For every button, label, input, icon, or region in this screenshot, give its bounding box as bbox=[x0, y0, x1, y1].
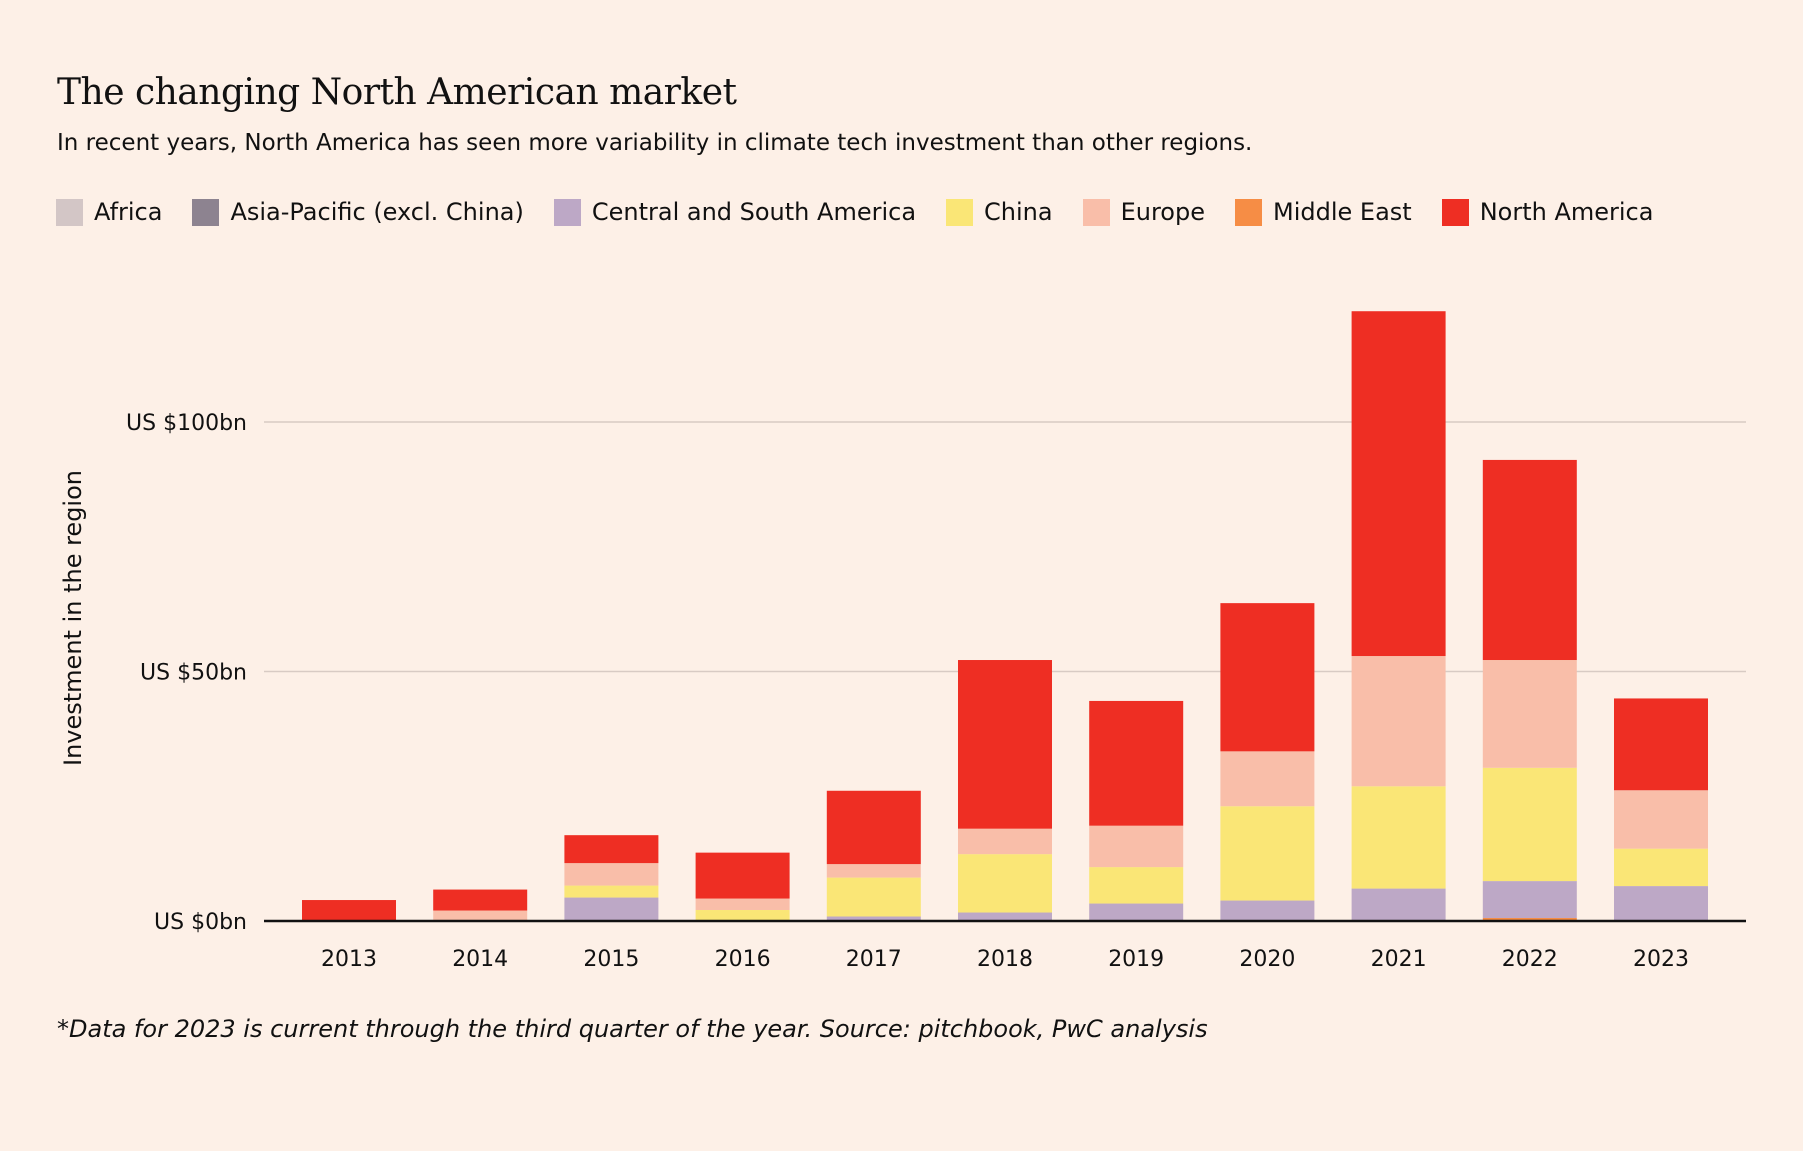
bar-segment-north-america-2015 bbox=[564, 835, 659, 864]
bar-segment-china-2017 bbox=[826, 877, 921, 917]
legend-item-middle-east: Middle East bbox=[1235, 198, 1412, 226]
bar-segment-north-america-2014 bbox=[433, 889, 528, 911]
x-tick-label: 2019 bbox=[1108, 947, 1164, 972]
bar-stack-2017 bbox=[826, 790, 921, 921]
x-tick-label: 2022 bbox=[1502, 947, 1558, 972]
bar-segment-north-america-2019 bbox=[1089, 700, 1184, 826]
legend-item-china: China bbox=[946, 198, 1053, 226]
legend-label-middle-east: Middle East bbox=[1273, 198, 1412, 226]
bar-segment-europe-2017 bbox=[826, 864, 921, 878]
y-tick-labels: US $0bn US $50bn US $100bn bbox=[126, 411, 247, 935]
bar-segment-central-and-south-america-2018 bbox=[958, 912, 1052, 921]
footnote: *Data for 2023 is current through the th… bbox=[57, 1015, 1208, 1043]
bar-segment-china-2020 bbox=[1220, 806, 1315, 901]
bar-stack-2013 bbox=[302, 900, 396, 921]
bar-segment-europe-2023 bbox=[1614, 790, 1708, 849]
bar-segment-central-and-south-america-2021 bbox=[1351, 888, 1446, 921]
x-tick-label: 2014 bbox=[452, 947, 508, 972]
legend-item-europe: Europe bbox=[1082, 198, 1205, 226]
bar-segment-china-2021 bbox=[1351, 786, 1446, 889]
bar-stack-2015 bbox=[564, 835, 659, 921]
legend-swatch-north-america bbox=[1441, 198, 1469, 226]
bar-segment-central-and-south-america-2017 bbox=[826, 916, 921, 921]
bar-stack-2020 bbox=[1220, 603, 1315, 921]
bar-segment-middle-east-2022 bbox=[1482, 918, 1577, 921]
x-tick-label: 2018 bbox=[977, 947, 1033, 972]
legend-swatch-europe bbox=[1082, 198, 1110, 226]
bar-segment-central-and-south-america-2019 bbox=[1089, 903, 1184, 921]
bar-stack-2022 bbox=[1482, 459, 1577, 921]
bar-segment-europe-2020 bbox=[1220, 751, 1315, 807]
chart-subtitle: In recent years, North America has seen … bbox=[57, 130, 1253, 156]
bar-segment-europe-2015 bbox=[564, 863, 659, 886]
bar-segment-china-2019 bbox=[1089, 867, 1184, 904]
bar-segment-china-2016 bbox=[695, 910, 790, 921]
bar-stack-2021 bbox=[1351, 311, 1446, 921]
bar-segment-north-america-2017 bbox=[826, 790, 921, 865]
bar-segment-north-america-2016 bbox=[695, 852, 790, 899]
bar-segment-china-2018 bbox=[958, 854, 1052, 913]
legend-label-asia-pacific: Asia-Pacific (excl. China) bbox=[230, 198, 524, 226]
bar-stack-2019 bbox=[1089, 700, 1184, 921]
bar-segment-europe-2019 bbox=[1089, 825, 1184, 868]
legend-item-asia-pacific: Asia-Pacific (excl. China) bbox=[192, 198, 524, 226]
legend-swatch-middle-east bbox=[1235, 198, 1262, 226]
legend-label-north-america: North America bbox=[1479, 198, 1654, 226]
x-tick-label: 2015 bbox=[583, 947, 639, 972]
legend-swatch-china bbox=[946, 198, 974, 226]
x-tick-label: 2020 bbox=[1239, 947, 1295, 972]
bar-segment-central-and-south-america-2023 bbox=[1614, 886, 1708, 921]
y-tick-label: US $100bn bbox=[126, 411, 247, 436]
x-tick-label: 2013 bbox=[321, 947, 377, 972]
bar-segment-europe-2014 bbox=[433, 910, 528, 921]
bar-segment-central-and-south-america-2015 bbox=[564, 897, 659, 921]
bar-segment-europe-2018 bbox=[958, 828, 1052, 855]
legend-item-north-america: North America bbox=[1441, 198, 1654, 226]
bar-segment-north-america-2018 bbox=[958, 660, 1052, 829]
x-tick-label: 2017 bbox=[846, 947, 902, 972]
bar-segment-europe-2022 bbox=[1482, 660, 1577, 768]
legend-swatch-central-south-america bbox=[553, 198, 581, 226]
bar-segment-central-and-south-america-2022 bbox=[1482, 881, 1577, 919]
bar-segment-north-america-2013 bbox=[302, 900, 396, 921]
legend-label-europe: Europe bbox=[1120, 198, 1205, 226]
bar-segment-europe-2021 bbox=[1351, 656, 1446, 787]
bar-stack-2018 bbox=[958, 660, 1052, 921]
bar-segment-north-america-2021 bbox=[1351, 311, 1446, 657]
y-tick-label: US $50bn bbox=[140, 661, 247, 686]
legend-label-africa: Africa bbox=[94, 198, 163, 226]
x-tick-label: 2023 bbox=[1633, 947, 1689, 972]
legend-label-central-south-america: Central and South America bbox=[591, 198, 917, 226]
legend-item-central-south-america: Central and South America bbox=[553, 198, 917, 226]
bar-segment-china-2022 bbox=[1482, 767, 1577, 882]
legend-swatch-africa bbox=[56, 198, 83, 226]
x-tick-labels: 2013 2014 2015 2016 2017 2018 2019 2020 2021 2022… bbox=[321, 947, 1689, 972]
bar-segment-north-america-2022 bbox=[1482, 459, 1577, 661]
legend-swatch-asia-pacific bbox=[192, 198, 220, 226]
legend-label-china: China bbox=[984, 198, 1053, 226]
bar-segment-china-2015 bbox=[564, 885, 659, 898]
legend: Africa Asia-Pacific (excl. China) Centra… bbox=[56, 198, 1683, 226]
y-tick-label: US $0bn bbox=[154, 910, 247, 935]
x-tick-label: 2016 bbox=[715, 947, 771, 972]
legend-item-africa: Africa bbox=[56, 198, 162, 226]
bar-stack-2023 bbox=[1614, 698, 1708, 921]
bars bbox=[302, 311, 1708, 921]
chart-title: The changing North American market bbox=[57, 72, 737, 113]
bar-segment-china-2023 bbox=[1614, 848, 1708, 887]
bar-segment-north-america-2023 bbox=[1614, 698, 1708, 791]
bar-segment-europe-2016 bbox=[695, 898, 790, 911]
x-tick-label: 2021 bbox=[1371, 947, 1427, 972]
bar-stack-2014 bbox=[433, 889, 528, 921]
bar-segment-north-america-2020 bbox=[1220, 603, 1315, 752]
bar-segment-central-and-south-america-2020 bbox=[1220, 900, 1315, 921]
bar-stack-2016 bbox=[695, 852, 790, 921]
